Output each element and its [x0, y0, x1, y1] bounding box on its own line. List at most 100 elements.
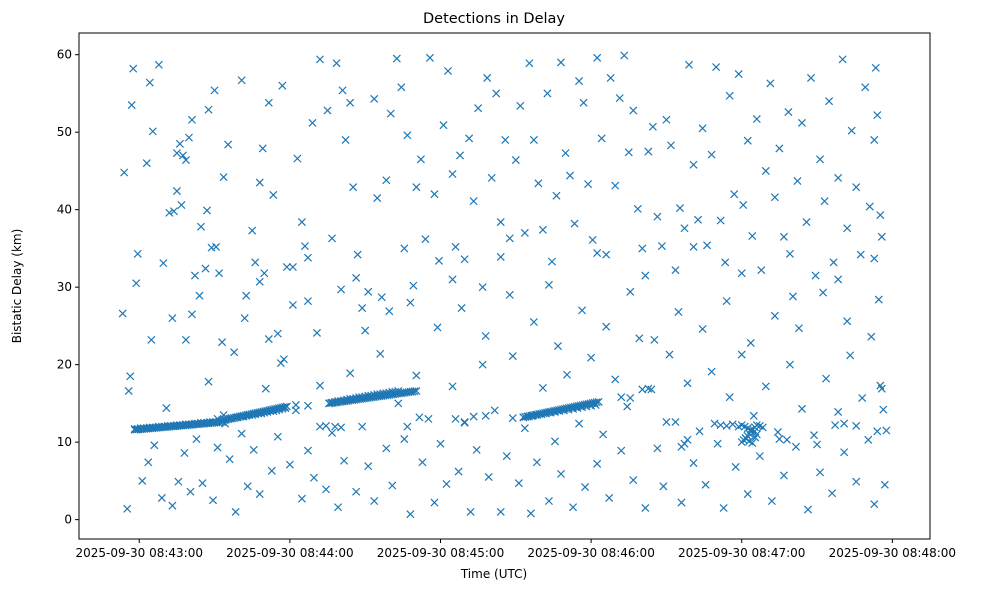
- data-point: [797, 118, 806, 127]
- data-point: [364, 287, 373, 296]
- data-point: [249, 445, 258, 454]
- data-point: [469, 197, 478, 206]
- data-point: [593, 459, 602, 468]
- data-point: [454, 467, 463, 476]
- data-point: [785, 249, 794, 258]
- data-point: [373, 194, 382, 203]
- data-point: [623, 402, 632, 411]
- data-point: [653, 212, 662, 221]
- data-point: [231, 507, 240, 516]
- data-point: [674, 307, 683, 316]
- data-point: [698, 324, 707, 334]
- data-point: [725, 393, 734, 402]
- data-point: [478, 283, 487, 292]
- data-point: [308, 118, 317, 127]
- data-point: [349, 183, 358, 192]
- x-tick-label: 2025-09-30 08:47:00: [678, 546, 805, 560]
- data-point: [370, 497, 379, 506]
- data-point: [843, 224, 852, 233]
- data-point: [175, 139, 184, 148]
- data-point: [569, 503, 578, 512]
- data-point: [624, 148, 633, 157]
- data-point: [303, 446, 312, 455]
- data-point: [157, 493, 166, 502]
- data-point: [190, 271, 200, 280]
- data-point: [397, 83, 406, 92]
- data-point: [731, 462, 740, 471]
- y-axis: 0 10 20 30 40 50 60: [57, 48, 79, 527]
- x-axis-label: Time (UTC): [460, 567, 527, 581]
- data-point: [834, 275, 843, 284]
- data-point: [641, 271, 650, 280]
- data-point: [587, 353, 596, 362]
- data-point: [846, 351, 855, 360]
- data-point: [184, 133, 193, 142]
- data-point: [838, 55, 847, 64]
- data-point: [388, 481, 397, 490]
- data-point: [520, 228, 529, 237]
- data-point: [481, 331, 490, 341]
- data-point: [168, 501, 177, 510]
- data-point: [434, 256, 444, 265]
- data-point: [218, 338, 227, 347]
- data-point: [570, 219, 579, 228]
- data-point: [207, 243, 216, 252]
- data-point: [282, 262, 291, 272]
- data-point: [321, 485, 331, 494]
- data-point: [526, 509, 535, 518]
- data-point: [816, 155, 825, 164]
- y-tick-label: 40: [57, 203, 72, 217]
- data-point: [629, 476, 638, 485]
- data-point: [323, 106, 332, 115]
- data-point: [597, 134, 606, 143]
- data-point: [728, 420, 737, 429]
- data-point: [748, 231, 757, 241]
- data-point: [647, 385, 656, 394]
- data-point: [713, 439, 722, 448]
- data-point: [385, 307, 394, 316]
- data-point: [187, 310, 196, 319]
- data-point: [460, 417, 469, 427]
- data-point: [425, 53, 434, 62]
- data-point: [882, 426, 891, 435]
- data-point: [474, 104, 483, 113]
- data-point: [276, 359, 285, 368]
- data-point: [650, 335, 659, 344]
- data-point: [346, 369, 355, 378]
- data-point: [602, 250, 611, 259]
- data-point: [448, 382, 457, 391]
- data-point: [707, 150, 716, 159]
- data-point: [752, 421, 761, 430]
- data-point: [606, 73, 615, 82]
- data-point: [813, 440, 822, 449]
- data-point: [312, 328, 322, 337]
- data-point: [147, 335, 156, 344]
- data-point: [770, 193, 779, 202]
- x-tick-label: 2025-09-30 08:46:00: [527, 546, 654, 560]
- data-point: [430, 498, 439, 507]
- data-point: [332, 59, 341, 68]
- data-point: [364, 462, 373, 471]
- data-point: [123, 504, 132, 513]
- data-point: [752, 114, 761, 124]
- data-point: [594, 397, 603, 406]
- data-point: [816, 468, 825, 477]
- data-point: [556, 58, 566, 67]
- data-point: [873, 427, 882, 436]
- data-point: [132, 279, 141, 288]
- data-point: [880, 480, 889, 489]
- data-point: [641, 503, 650, 513]
- data-point: [852, 477, 861, 486]
- data-point: [291, 400, 300, 409]
- data-point: [224, 140, 233, 149]
- data-point: [288, 300, 297, 310]
- x-tick-label: 2025-09-30 08:45:00: [377, 546, 504, 560]
- data-point: [162, 404, 171, 413]
- data-point: [243, 482, 252, 491]
- data-point: [712, 63, 721, 72]
- data-point: [775, 435, 784, 444]
- data-point: [352, 273, 361, 282]
- data-point: [353, 250, 362, 259]
- data-point: [196, 222, 206, 231]
- data-point: [433, 323, 442, 332]
